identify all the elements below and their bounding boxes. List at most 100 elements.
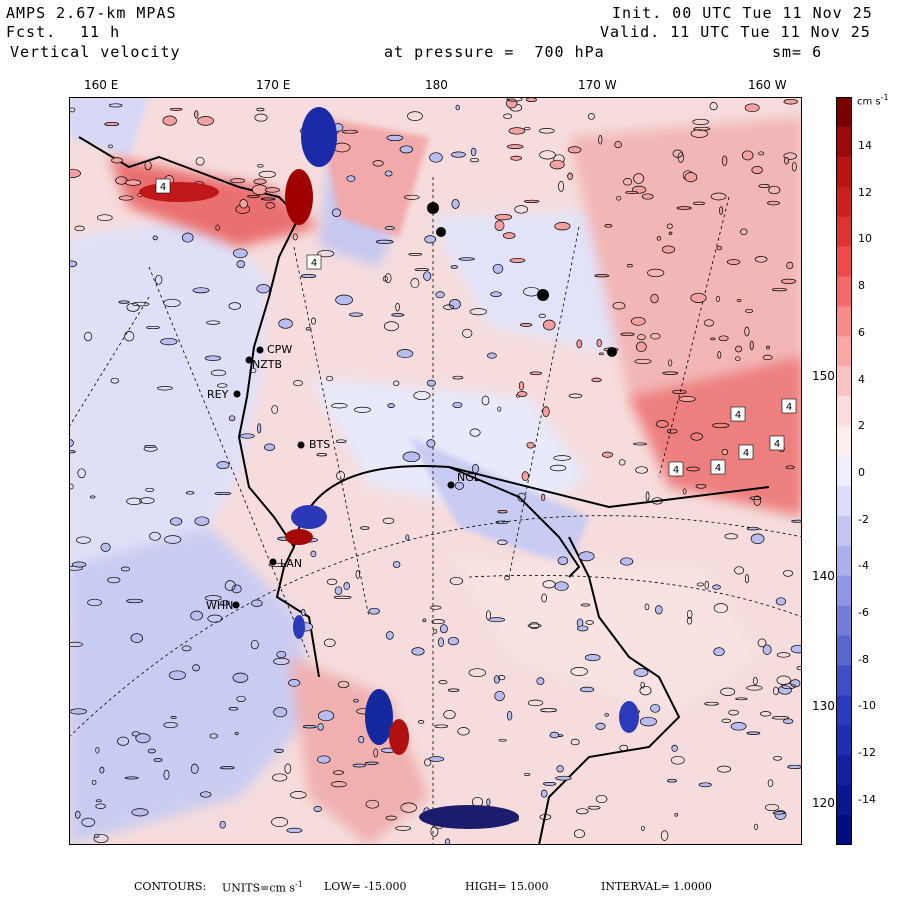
- contour-speckle: [775, 597, 787, 606]
- contour-speckle: [182, 232, 194, 243]
- contour-speckle: [195, 156, 205, 166]
- contour-speckle: [529, 621, 540, 630]
- contour-speckle: [654, 605, 663, 615]
- lon-label-170e: 170 E: [256, 78, 291, 92]
- colorbar-swatch: [836, 97, 852, 128]
- contour-speckle: [452, 375, 464, 380]
- contour-speckle: [407, 111, 423, 121]
- contour-speckle: [317, 710, 335, 722]
- contour-lines: [69, 97, 802, 845]
- contour-speckle: [423, 271, 432, 281]
- contour-speckle: [674, 812, 679, 817]
- contour-speckle: [735, 345, 743, 353]
- colorbar-swatch: [836, 485, 852, 517]
- contour-speckle: [741, 150, 754, 161]
- contour-speckle: [393, 380, 400, 387]
- contour-speckle: [194, 110, 199, 119]
- contour-speckle: [690, 129, 709, 138]
- contour-speckle: [200, 791, 212, 798]
- contour-speckle: [682, 488, 687, 495]
- contour-speckle: [539, 814, 552, 820]
- contour-speckle: [780, 278, 797, 284]
- contour-speckle: [735, 697, 748, 701]
- contour-speckle: [488, 617, 505, 623]
- contour-speckle: [791, 519, 802, 523]
- contour-speckle: [426, 439, 436, 448]
- contour-speckle: [215, 224, 220, 231]
- contour-speckle: [449, 299, 461, 310]
- contour-speckle: [471, 464, 480, 474]
- contour-speckle: [595, 722, 606, 730]
- contour-speckle: [144, 444, 157, 448]
- contour-speckle: [750, 533, 765, 545]
- contour-speckle: [348, 312, 364, 317]
- contour-speckle: [746, 731, 761, 735]
- contour-speckle: [411, 647, 425, 656]
- colorbar-swatch: [836, 426, 852, 457]
- box-label-1: 4: [160, 182, 166, 193]
- contour-speckle: [639, 716, 657, 727]
- contour-speckle: [783, 98, 798, 105]
- contour-speckle: [726, 259, 741, 265]
- contour-speckle: [132, 301, 150, 307]
- contour-speckle: [598, 135, 603, 145]
- contour-speckle: [783, 718, 794, 724]
- contour-speckle: [630, 316, 646, 326]
- contour-speckle: [730, 722, 747, 731]
- contour-speckle: [556, 765, 564, 773]
- footer-interval: INTERVAL= 1.0000: [601, 880, 712, 893]
- contour-speckle: [422, 618, 427, 623]
- contour-speckle: [578, 551, 595, 562]
- contour-speckle: [392, 560, 401, 569]
- contour-speckle: [633, 442, 648, 446]
- contour-speckle: [385, 631, 394, 640]
- contour-speckle: [429, 152, 443, 163]
- contour-speckle: [93, 833, 109, 844]
- contour-speckle: [75, 536, 91, 544]
- contour-speckle: [153, 758, 163, 762]
- contour-speckle: [720, 687, 736, 696]
- contour-speckle: [333, 770, 344, 775]
- contour-speckle: [524, 772, 531, 776]
- contour-speckle: [373, 748, 379, 758]
- contour-speckle: [538, 128, 555, 134]
- contour-speckle: [510, 155, 523, 161]
- contour-speckle: [434, 724, 449, 729]
- contour-speckle: [574, 829, 585, 839]
- contour-speckle: [724, 533, 738, 540]
- contour-speckle: [426, 379, 436, 387]
- smoothing-value: sm= 6: [772, 43, 823, 61]
- contour-speckle: [754, 256, 768, 263]
- contour-speckle: [721, 155, 728, 167]
- box-label-2: 4: [311, 258, 317, 269]
- contour-speckle: [231, 584, 242, 594]
- contour-speckle: [264, 443, 276, 451]
- contour-speckle: [760, 711, 772, 717]
- contour-speckle: [430, 826, 439, 837]
- contour-speckle: [316, 453, 328, 457]
- colorbar-swatch: [836, 306, 852, 337]
- contour-speckle: [293, 380, 303, 387]
- contour-speckle: [619, 744, 629, 752]
- contour-speckle: [149, 531, 161, 541]
- contour-speckle: [579, 686, 595, 693]
- contour-speckle: [160, 337, 178, 346]
- contour-speckle: [764, 803, 780, 812]
- contour-speckle: [331, 208, 342, 217]
- contour-speckle: [503, 113, 512, 120]
- contour-speckle: [692, 118, 710, 125]
- contour-speckle: [353, 698, 359, 703]
- contour-speckle: [494, 690, 505, 702]
- contour-speckle: [776, 652, 791, 658]
- contour-speckle: [784, 157, 789, 165]
- contour-speckle: [450, 151, 466, 158]
- footer-units: UNITS=cm s-1: [222, 880, 303, 895]
- contour-speckle: [554, 581, 569, 592]
- contour-speckle: [214, 491, 232, 496]
- contour-speckle: [670, 755, 685, 765]
- contour-speckle: [540, 708, 558, 713]
- contour-speckle: [341, 129, 359, 134]
- contour-speckle: [506, 144, 524, 149]
- contour-speckle: [751, 166, 763, 174]
- contour-speckle: [209, 733, 219, 739]
